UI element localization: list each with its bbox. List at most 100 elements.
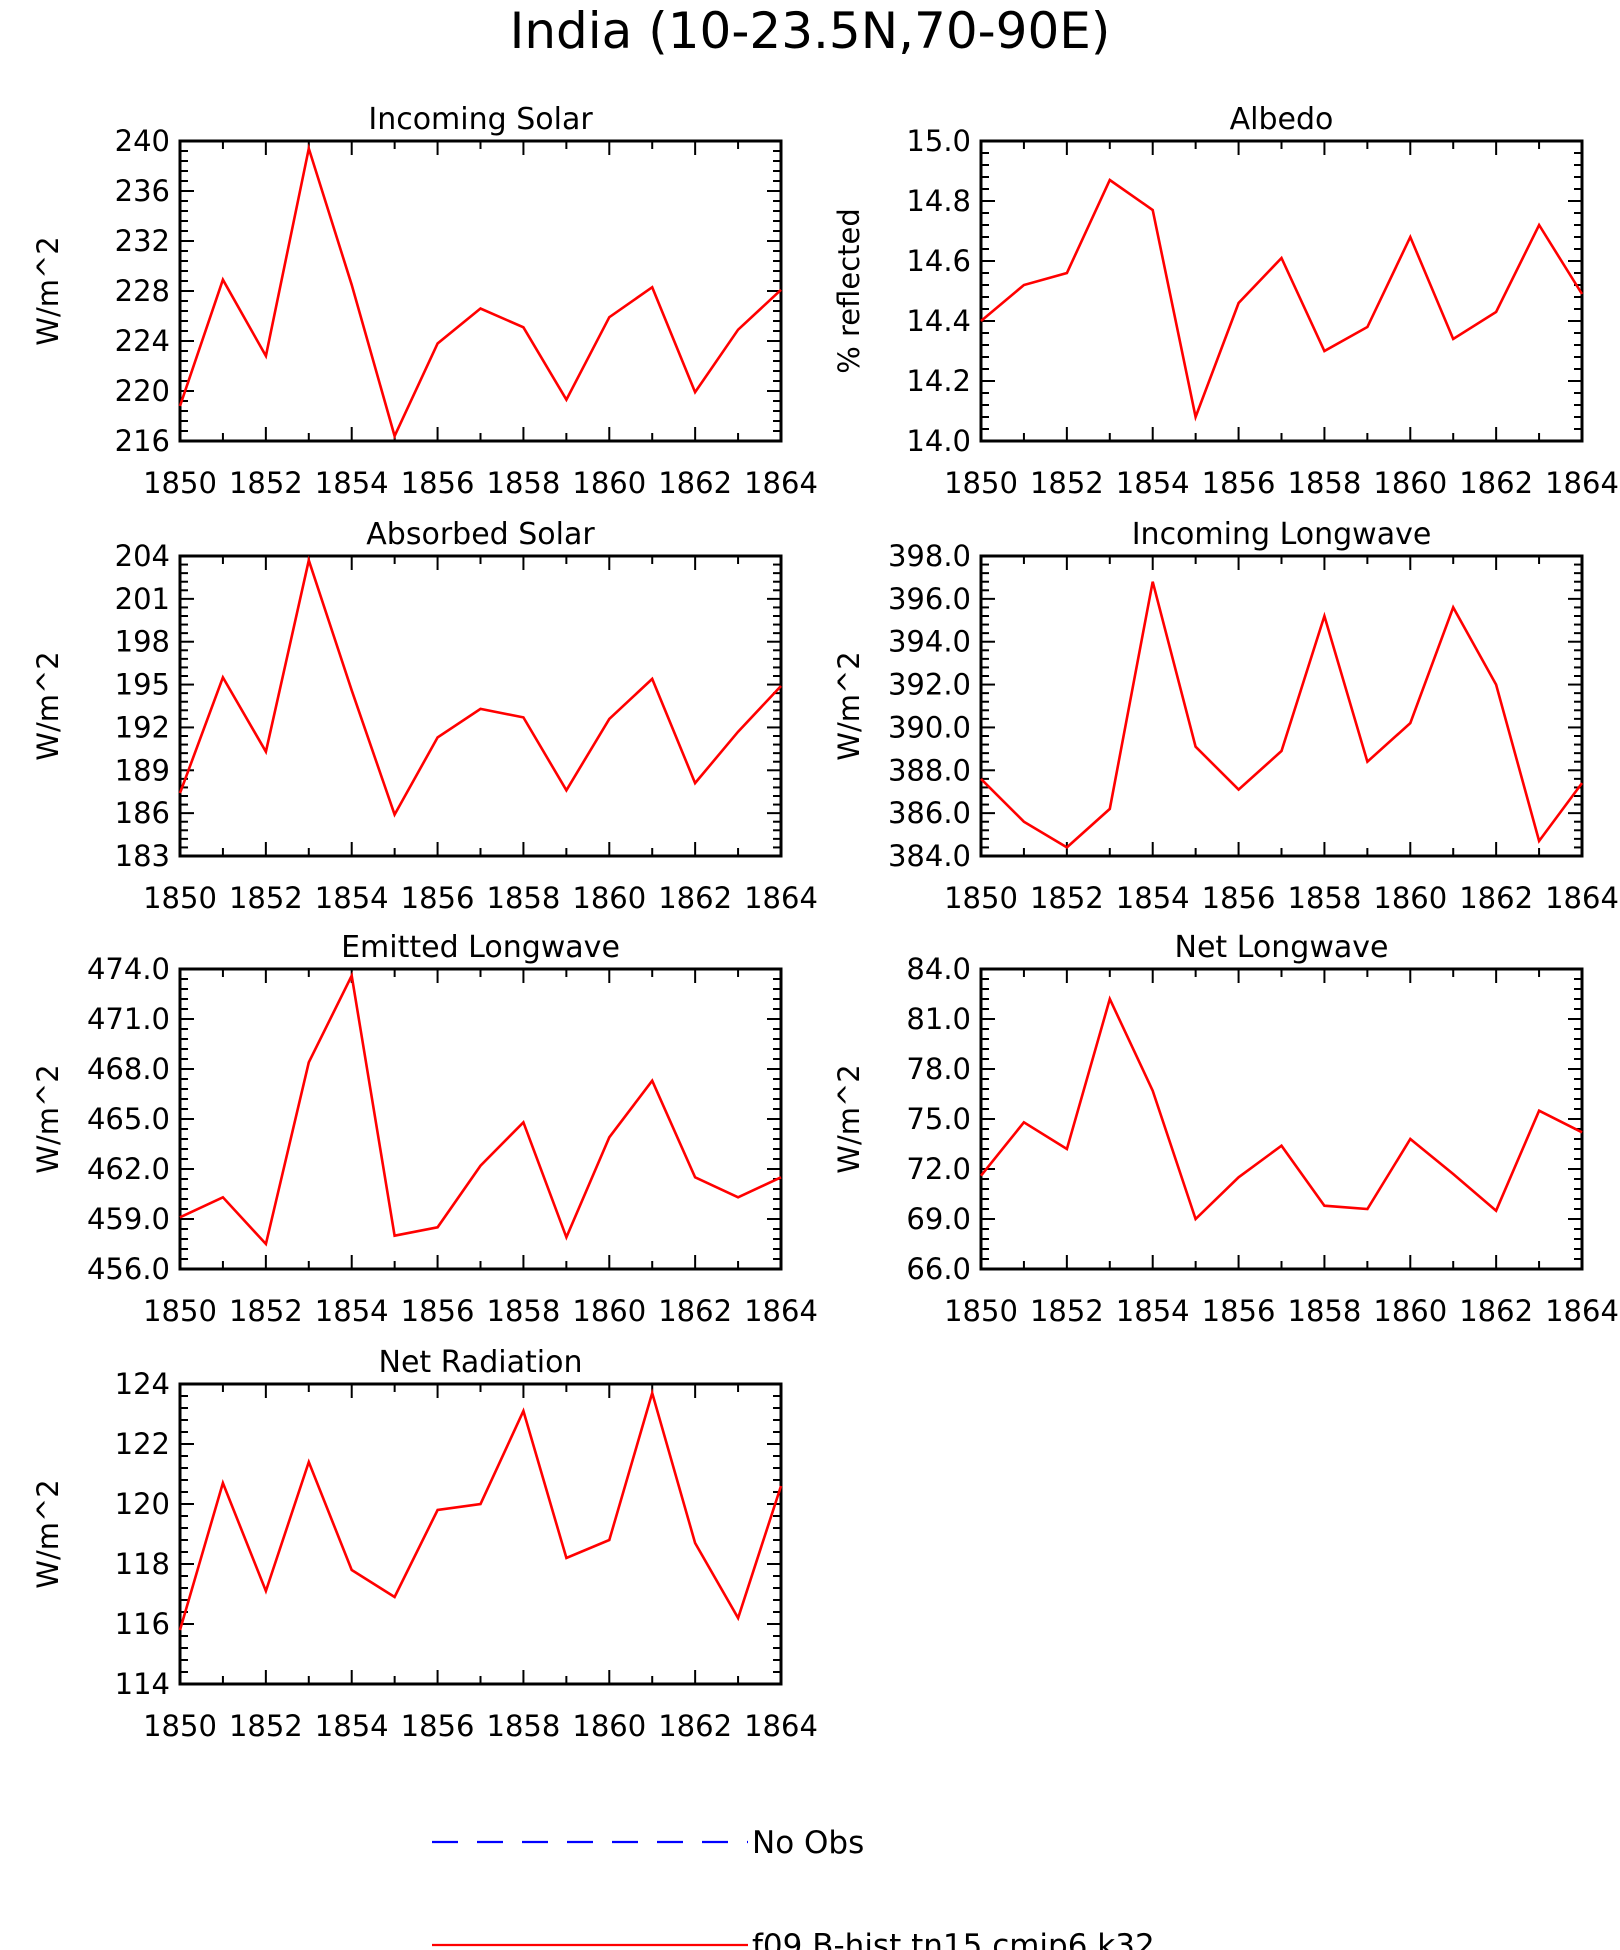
y-tick-label: 228: [115, 274, 170, 308]
legend-label: No Obs: [752, 1825, 864, 1861]
x-tick-label: 1850: [944, 881, 1018, 915]
series-line: [979, 995, 1583, 1222]
x-tick-label: 1858: [487, 466, 561, 500]
y-tick-label: 398.0: [888, 539, 971, 573]
panel-title: Albedo: [1230, 102, 1334, 137]
x-tick-label: 1854: [1116, 881, 1190, 915]
panel-title: Emitted Longwave: [341, 930, 620, 965]
panel-2: 1850 1852 1854 1856 1858 1860 1862 1864 183 186 18…: [31, 517, 818, 915]
x-tick-label: 1862: [658, 1709, 732, 1743]
x-tick-label: 1856: [401, 1709, 475, 1743]
y-tick-label: 386.0: [888, 796, 971, 830]
y-tick-label: 396.0: [888, 582, 971, 616]
x-tick-label: 1858: [1288, 1294, 1362, 1328]
x-tick-label: 1860: [1373, 1294, 1447, 1328]
x-tick-label: 1864: [1545, 466, 1619, 500]
plot-frame: [178, 554, 783, 858]
x-tick-label: 1860: [1373, 881, 1447, 915]
x-tick-label: 1860: [1373, 466, 1447, 500]
y-tick-label: 195: [115, 668, 170, 702]
panel-title: Absorbed Solar: [366, 517, 595, 552]
x-tick-label: 1850: [143, 1294, 217, 1328]
series-line: [980, 581, 1584, 850]
x-tick-label: 1862: [658, 1294, 732, 1328]
y-tick-label: 232: [115, 224, 170, 258]
x-tick-label: 1852: [229, 1294, 303, 1328]
x-tick-label: 1852: [229, 1709, 303, 1743]
y-axis-label: W/m^2: [31, 651, 65, 760]
y-tick-label: 81.0: [906, 1002, 971, 1036]
x-tick-label: 1854: [315, 881, 389, 915]
x-tick-label: 1860: [572, 881, 646, 915]
panels-container: 1850 1852 1854 1856 1858 1860 1862 1864 216 220 22…: [31, 102, 1619, 1743]
y-tick-label: 116: [115, 1607, 170, 1641]
x-tick-label: 1862: [1459, 881, 1533, 915]
y-tick-label: 122: [115, 1427, 170, 1461]
x-tick-label: 1850: [143, 466, 217, 500]
x-tick-label: 1854: [1116, 1294, 1190, 1328]
y-axis-label: W/m^2: [31, 236, 65, 345]
y-tick-label: 204: [115, 539, 170, 573]
x-tick-label: 1856: [1202, 466, 1276, 500]
y-tick-label: 14.4: [906, 304, 971, 338]
series-line: [178, 555, 782, 818]
plot-frame: [979, 967, 1584, 1271]
series-line: [980, 178, 1584, 422]
y-tick-label: 201: [115, 582, 170, 616]
y-tick-label: 118: [115, 1547, 170, 1581]
plot-frame: [979, 554, 1584, 858]
x-tick-label: 1856: [401, 881, 475, 915]
x-tick-label: 1850: [143, 1709, 217, 1743]
x-tick-label: 1850: [143, 881, 217, 915]
series-line: [178, 1388, 783, 1631]
x-tick-label: 1854: [315, 1294, 389, 1328]
y-tick-label: 198: [115, 625, 170, 659]
y-tick-label: 390.0: [888, 710, 971, 744]
y-tick-label: 216: [115, 424, 170, 458]
plot-frame: [178, 1382, 783, 1686]
x-tick-label: 1858: [487, 881, 561, 915]
panel-0: 1850 1852 1854 1856 1858 1860 1862 1864 216 220 22…: [31, 102, 818, 500]
x-tick-label: 1854: [315, 1709, 389, 1743]
panel-6: 1850 1852 1854 1856 1858 1860 1862 1864 114 116 11…: [31, 1345, 818, 1743]
y-tick-label: 14.6: [906, 244, 971, 278]
y-tick-label: 474.0: [87, 952, 170, 986]
y-tick-label: 236: [115, 174, 170, 208]
x-tick-label: 1858: [1288, 881, 1362, 915]
x-tick-label: 1864: [744, 881, 818, 915]
x-tick-label: 1852: [1030, 466, 1104, 500]
y-tick-label: 14.0: [906, 424, 971, 458]
x-tick-label: 1862: [1459, 466, 1533, 500]
panel-title: Incoming Longwave: [1132, 517, 1432, 552]
x-tick-label: 1862: [1459, 1294, 1533, 1328]
x-tick-label: 1864: [744, 466, 818, 500]
y-tick-label: 456.0: [87, 1252, 170, 1286]
legend-label: f09.B-hist.tn15.cmip6.k32: [752, 1928, 1155, 1950]
y-tick-label: 192: [115, 710, 170, 744]
plot-frame: [178, 139, 783, 443]
x-tick-label: 1860: [572, 1294, 646, 1328]
x-tick-label: 1856: [1202, 1294, 1276, 1328]
y-tick-label: 75.0: [906, 1102, 971, 1136]
y-tick-label: 78.0: [906, 1052, 971, 1086]
y-tick-label: 392.0: [888, 668, 971, 702]
panel-title: Incoming Solar: [368, 102, 593, 137]
y-tick-label: 388.0: [888, 753, 971, 787]
x-tick-label: 1862: [658, 466, 732, 500]
y-tick-label: 220: [115, 374, 170, 408]
x-tick-label: 1852: [229, 466, 303, 500]
y-tick-label: 459.0: [87, 1202, 170, 1236]
x-tick-label: 1856: [401, 466, 475, 500]
y-axis-label: W/m^2: [31, 1064, 65, 1173]
x-tick-label: 1856: [1202, 881, 1276, 915]
x-tick-label: 1862: [658, 881, 732, 915]
legend: No Obs f09.B-hist.tn15.cmip6.k32: [432, 1825, 1155, 1950]
x-tick-label: 1864: [1545, 1294, 1619, 1328]
y-tick-label: 183: [115, 839, 170, 873]
panel-title: Net Longwave: [1175, 930, 1389, 965]
y-tick-label: 14.2: [906, 364, 971, 398]
y-tick-label: 189: [115, 753, 170, 787]
y-tick-label: 384.0: [888, 839, 971, 873]
y-axis-label: W/m^2: [832, 651, 866, 760]
x-tick-label: 1856: [401, 1294, 475, 1328]
